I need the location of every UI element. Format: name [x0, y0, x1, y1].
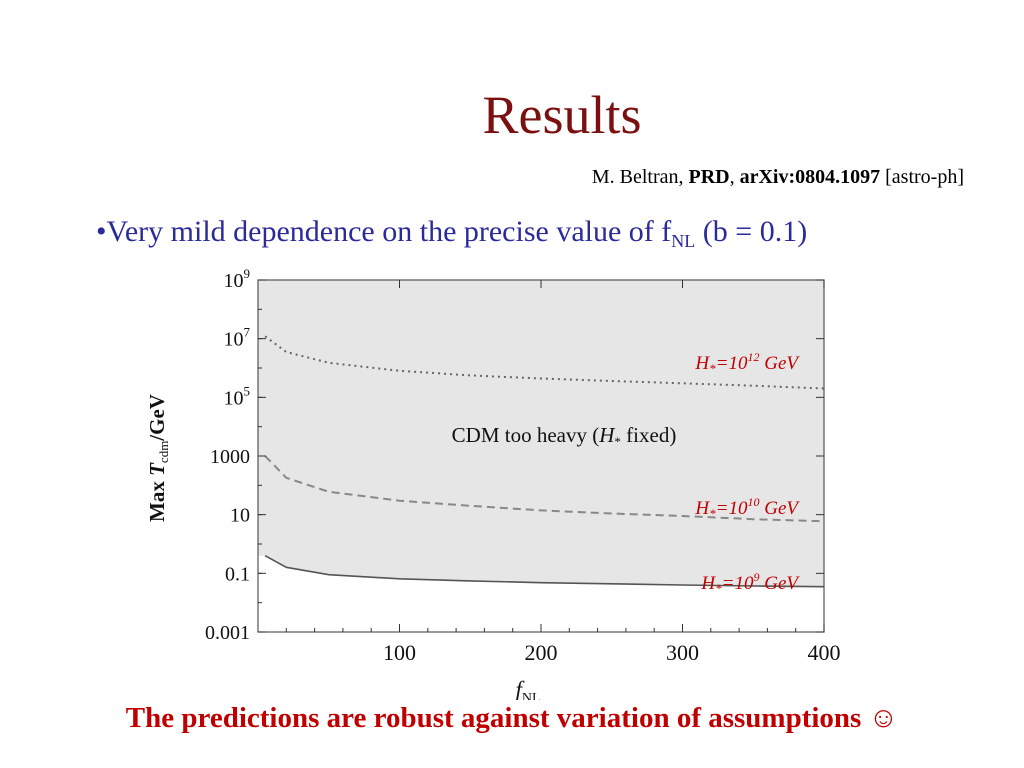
citation: M. Beltran, PRD, arXiv:0804.1097 [astro-…	[592, 166, 964, 189]
series-label-2: H*=1010 GeV	[694, 495, 800, 521]
y-axis-label-prefix: Max	[145, 476, 169, 522]
series-fill-3	[258, 280, 824, 587]
x-axis-label-main: f	[515, 677, 525, 700]
slide-title: Results	[482, 85, 642, 145]
y-tick-label: 0.1	[225, 563, 250, 585]
series-label-3: H*=109 GeV	[700, 570, 800, 596]
citation-arxiv: arXiv:0804.1097	[739, 166, 881, 188]
region-label-prefix: CDM too heavy (	[452, 423, 600, 447]
citation-journal: PRD	[688, 166, 730, 188]
y-tick-label: 1000	[210, 446, 250, 468]
y-tick-label: 0.001	[205, 622, 250, 644]
y-tick-label: 107	[224, 325, 251, 351]
x-axis-label-sub: NL	[522, 691, 541, 700]
y-tick-label: 109	[224, 266, 251, 292]
chart: 100 200 300 400 0.001 0.1 10 1000 105 107 109 CDM …	[145, 266, 841, 700]
series-line-2	[264, 455, 824, 523]
x-tick-label: 100	[383, 640, 416, 665]
citation-author: M. Beltran,	[591, 166, 689, 188]
x-tick-label: 200	[525, 640, 558, 665]
y-axis-label: Max Tcdm/GeV	[145, 394, 171, 522]
x-axis-label: fNL	[515, 677, 540, 700]
citation-category: [astro-ph]	[880, 166, 964, 188]
region-label-sub: *	[614, 434, 621, 449]
y-tick-label: 10	[230, 505, 250, 527]
bullet-suffix: (b = 0.1)	[695, 215, 808, 248]
y-tick-label: 105	[224, 383, 251, 409]
region-label-suffix: fixed)	[621, 423, 676, 447]
x-tick-label: 400	[808, 640, 841, 665]
y-axis-label-suffix: /GeV	[145, 394, 169, 442]
region-label-var: H	[598, 423, 616, 447]
series-line-3	[264, 554, 824, 588]
conclusion-text: The predictions are robust against varia…	[125, 702, 899, 734]
y-axis-label-sub: cdm	[156, 441, 171, 463]
citation-separator: ,	[729, 166, 740, 188]
bullet-subscript: NL	[671, 231, 696, 251]
x-tick-label: 300	[666, 640, 699, 665]
series-line-1	[264, 335, 824, 390]
series-label-1: H*=1012 GeV	[694, 350, 800, 376]
bullet-text: •Very mild dependence on the precise val…	[96, 215, 672, 248]
y-axis-label-var: T	[145, 462, 169, 476]
bullet-point: •Very mild dependence on the precise val…	[96, 215, 807, 252]
region-label: CDM too heavy (H* fixed)	[452, 423, 677, 449]
